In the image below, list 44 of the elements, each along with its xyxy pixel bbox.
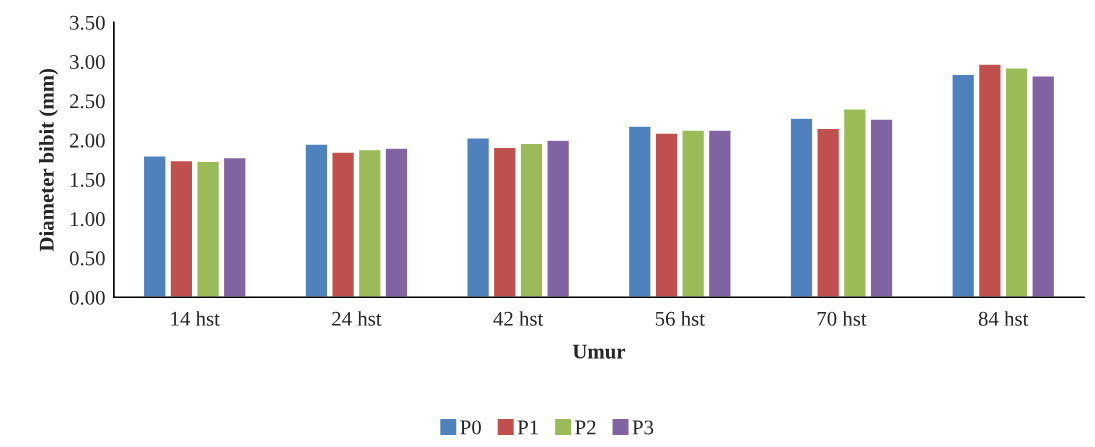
bar bbox=[546, 139, 571, 298]
y-tick-label: 1.00 bbox=[70, 212, 105, 227]
bar bbox=[331, 151, 356, 298]
bar bbox=[789, 117, 814, 298]
y-tick-label: 0.00 bbox=[69, 290, 105, 305]
y-axis-title: Diameter bibit (mm) bbox=[39, 68, 58, 252]
bar bbox=[196, 160, 221, 298]
bar bbox=[169, 159, 194, 298]
bar bbox=[1031, 75, 1056, 298]
y-tick-label: 2.50 bbox=[70, 94, 105, 109]
bar bbox=[707, 129, 732, 298]
legend-label: P2 bbox=[575, 420, 596, 435]
bar bbox=[384, 147, 409, 298]
y-tick-label: 2.00 bbox=[70, 133, 105, 148]
bar bbox=[627, 125, 652, 298]
bar bbox=[304, 143, 329, 298]
legend-label: P3 bbox=[632, 420, 654, 435]
bar bbox=[842, 108, 867, 298]
y-tick-label: 1.50 bbox=[70, 172, 105, 187]
bar bbox=[654, 132, 679, 298]
legend-label: P1 bbox=[517, 420, 538, 435]
bar bbox=[1004, 67, 1029, 298]
x-axis-title: Umur bbox=[572, 344, 626, 359]
bar bbox=[951, 73, 976, 298]
y-tick-label: 3.50 bbox=[70, 15, 105, 30]
bar bbox=[142, 155, 167, 298]
bar bbox=[816, 127, 841, 298]
x-tick-label: 56 hst bbox=[655, 311, 705, 326]
x-tick-label: 42 hst bbox=[493, 311, 544, 326]
bar bbox=[869, 118, 894, 298]
x-tick-label: 24 hst bbox=[332, 311, 382, 326]
bar bbox=[492, 146, 517, 298]
x-tick-label: 14 hst bbox=[171, 311, 220, 326]
legend-label: P0 bbox=[460, 420, 481, 435]
x-tick-label: 70 hst bbox=[817, 311, 867, 326]
bar bbox=[466, 137, 491, 298]
bar bbox=[681, 129, 706, 298]
bar bbox=[222, 156, 247, 298]
y-tick-label: 3.00 bbox=[70, 55, 105, 70]
bar bbox=[357, 148, 382, 298]
y-tick-label: 0.50 bbox=[69, 251, 105, 266]
bar bbox=[977, 63, 1002, 298]
bar bbox=[519, 142, 544, 298]
x-tick-label: 84 hst bbox=[978, 311, 1029, 326]
